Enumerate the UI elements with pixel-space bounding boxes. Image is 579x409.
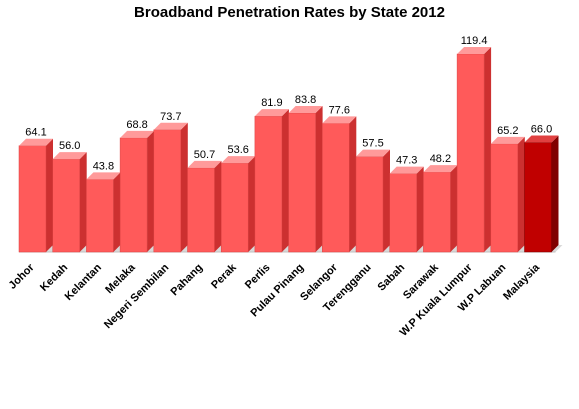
bar-top: [490, 136, 525, 144]
bar-top: [389, 166, 424, 174]
bar-side: [315, 106, 323, 252]
bar-side: [416, 166, 424, 252]
bar-side: [248, 156, 256, 252]
category-label: Malaysia: [501, 261, 543, 303]
data-label: 77.6: [329, 104, 350, 116]
bar-side: [147, 130, 155, 252]
bar-top: [356, 149, 390, 157]
bar-front: [322, 123, 350, 253]
bar-perlis: [254, 109, 289, 253]
category-label: Johor: [7, 261, 38, 292]
bar-perak: [220, 156, 256, 253]
bar-front: [355, 156, 384, 253]
data-label: 119.4: [461, 35, 488, 47]
bar-front: [86, 179, 114, 253]
bar-kedah: [52, 152, 87, 253]
category-label: Kedah: [38, 261, 70, 293]
data-label: 43.8: [93, 160, 114, 172]
bar-top: [52, 152, 87, 160]
bar-negeri-sembilan: [153, 122, 188, 253]
data-label: 81.9: [261, 97, 282, 109]
bar-top: [524, 135, 559, 143]
bar-top: [288, 106, 323, 114]
bar-front: [220, 162, 249, 253]
bar-front: [52, 158, 80, 253]
category-label: Perak: [209, 261, 239, 291]
bar-top: [457, 47, 492, 54]
data-label: 50.7: [194, 149, 215, 161]
bar-pahang: [187, 160, 222, 253]
bar-malaysia: [524, 135, 559, 253]
bar-side: [214, 160, 222, 252]
bar-top: [221, 156, 256, 164]
bar-front: [18, 145, 47, 253]
bar-selangor: [322, 116, 357, 253]
bar-johor: [18, 138, 53, 253]
bar-w-p-labuan: [490, 136, 525, 253]
bar-terengganu: [355, 149, 390, 253]
data-label: 57.5: [362, 138, 383, 150]
bar-front: [389, 173, 417, 253]
bar-top: [19, 138, 53, 146]
bar-front: [187, 167, 215, 253]
bar-front: [490, 143, 519, 253]
bar-side: [484, 47, 492, 252]
bar-side: [517, 136, 525, 252]
data-label: 66.0: [531, 124, 552, 136]
data-label: 53.6: [227, 144, 248, 156]
bar-top: [120, 130, 155, 138]
bars-group: [18, 47, 559, 253]
bar-top: [423, 165, 458, 173]
bar-front: [423, 171, 451, 253]
data-label: 73.7: [160, 111, 181, 123]
bar-front: [288, 112, 316, 253]
bar-side: [180, 122, 188, 252]
data-label: 83.8: [295, 94, 316, 106]
bar-front: [119, 137, 148, 253]
bar-side: [383, 149, 390, 252]
bar-top: [322, 116, 357, 124]
bar-side: [281, 109, 289, 252]
bar-front: [456, 53, 485, 253]
bar-sabah: [389, 166, 424, 253]
category-label: Pahang: [169, 262, 206, 299]
data-label: 48.2: [430, 153, 451, 165]
bar-top: [187, 160, 222, 168]
bar-front: [153, 129, 182, 253]
bar-side: [349, 116, 357, 252]
data-label: 68.8: [126, 119, 147, 131]
bar-side: [113, 172, 121, 252]
bar-melaka: [119, 130, 155, 253]
category-label: Kelantan: [63, 261, 105, 303]
data-label: 47.3: [396, 155, 417, 167]
data-label: 65.2: [497, 125, 518, 137]
bar-top: [86, 172, 121, 180]
category-label: Sabah: [375, 261, 407, 293]
bar-top: [254, 109, 289, 117]
bar-side: [79, 152, 87, 252]
category-label: Negeri Sembilan: [102, 261, 172, 331]
data-label: 56.0: [59, 140, 80, 152]
bar-side: [450, 165, 458, 252]
bar-kelantan: [86, 172, 121, 253]
bar-pulau-pinang: [288, 106, 323, 253]
bar-side: [46, 138, 53, 252]
data-label: 64.1: [25, 127, 46, 139]
bar-front: [524, 142, 552, 253]
category-label: Perlis: [243, 262, 273, 292]
bar-front: [254, 115, 283, 253]
bar-side: [551, 135, 559, 252]
bar-w-p-kuala-lumpur: [456, 47, 492, 253]
bar-sarawak: [423, 165, 458, 253]
bar-top: [153, 122, 188, 130]
chart-title: Broadband Penetration Rates by State 201…: [134, 4, 445, 21]
data-labels-group: 64.1 56.0 43.8 68.8 73.7 50.7 53.6 81.9 83.8 77.6…: [25, 35, 552, 172]
